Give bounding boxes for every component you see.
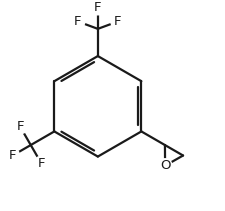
Circle shape xyxy=(13,120,27,134)
Text: F: F xyxy=(94,1,102,14)
Text: O: O xyxy=(160,159,170,172)
Circle shape xyxy=(91,1,105,15)
Text: F: F xyxy=(16,120,24,133)
Circle shape xyxy=(158,159,172,173)
Circle shape xyxy=(6,149,20,162)
Circle shape xyxy=(71,15,85,28)
Circle shape xyxy=(34,156,48,170)
Text: F: F xyxy=(114,15,122,28)
Text: F: F xyxy=(38,157,45,170)
Text: F: F xyxy=(9,149,16,162)
Text: F: F xyxy=(74,15,82,28)
Circle shape xyxy=(111,15,125,28)
